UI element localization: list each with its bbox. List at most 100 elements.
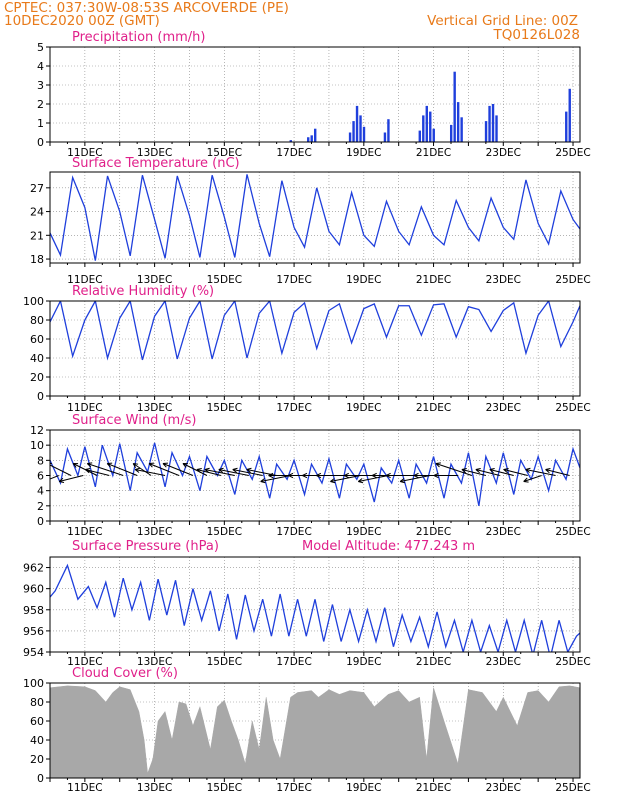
wind-vector — [218, 467, 249, 476]
x-tick-label: 25DEC — [555, 782, 590, 794]
wind-vector — [475, 467, 500, 476]
wind-vector — [344, 472, 375, 479]
y-tick-label: 4 — [37, 485, 44, 498]
x-tick-label: 25DEC — [555, 656, 590, 668]
y-tick-label: 100 — [23, 295, 44, 308]
x-tick-label: 15DEC — [207, 656, 242, 668]
panel-data — [289, 71, 571, 142]
precip-bar — [310, 135, 313, 142]
wind-vector — [86, 462, 124, 476]
wind-vector — [134, 467, 166, 476]
wind-vector — [50, 463, 72, 476]
wind-vector — [84, 467, 110, 476]
x-tick-label: 13DEC — [137, 656, 172, 668]
wind-vector — [232, 467, 263, 476]
header: CPTEC: 037:30W-08:53S ARCOVERDE (PE) 10D… — [4, 0, 580, 43]
x-tick-label: 11DEC — [67, 526, 102, 538]
y-tick-label: 956 — [23, 625, 44, 638]
x-tick-label: 11DEC — [67, 147, 102, 159]
precip-bar — [484, 121, 488, 142]
precip-bar — [456, 102, 460, 142]
panel-1: 0 1 2 3 4 5 11DEC 13DEC 15DEC 17DEC 19DEC 21DEC 23DE… — [37, 30, 591, 159]
y-tick-label: 24 — [30, 206, 44, 219]
x-tick-label: 25DEC — [555, 526, 590, 538]
x-tick-label: 25DEC — [555, 147, 590, 159]
y-tick-label: 80 — [30, 314, 44, 327]
x-tick-label: 23DEC — [486, 656, 521, 668]
x-tick-label: 15DEC — [207, 782, 242, 794]
wind-vector — [72, 463, 98, 476]
wind-vector — [50, 475, 59, 480]
precip-bar — [359, 115, 362, 142]
wind-vector — [148, 462, 180, 476]
precip-bar — [453, 71, 456, 142]
wind-vector — [260, 475, 291, 484]
x-tick-label: 15DEC — [207, 526, 242, 538]
precip-bar — [352, 121, 355, 142]
x-tick-label: 19DEC — [346, 402, 381, 414]
x-tick-label: 17DEC — [276, 526, 311, 538]
x-tick-label: 17DEC — [276, 782, 311, 794]
y-tick-label: 4 — [37, 60, 44, 73]
x-tick-label: 13DEC — [137, 526, 172, 538]
precip-bar — [432, 128, 435, 142]
precip-bar — [387, 119, 390, 142]
x-tick-label: 23DEC — [486, 274, 521, 286]
panel-title: Cloud Cover (%) — [72, 666, 178, 681]
wind-vector — [162, 462, 194, 476]
x-tick-label: 21DEC — [416, 402, 451, 414]
panel-data — [50, 563, 580, 652]
x-tick-label: 21DEC — [416, 656, 451, 668]
precip-bar — [425, 105, 428, 142]
y-tick-label: 2 — [37, 500, 44, 513]
precip-bar — [289, 140, 292, 142]
y-tick-label: 2 — [37, 98, 44, 111]
x-tick-label: 21DEC — [416, 147, 451, 159]
y-tick-label: 100 — [23, 677, 44, 690]
wind-vector — [58, 475, 84, 484]
precip-bar — [429, 111, 432, 142]
x-tick-label: 23DEC — [486, 526, 521, 538]
y-tick-label: 0 — [37, 390, 44, 403]
y-tick-label: 20 — [30, 753, 44, 766]
x-tick-label: 25DEC — [555, 274, 590, 286]
wind-vector — [196, 467, 221, 476]
y-tick-label: 960 — [23, 583, 44, 596]
x-tick-label: 13DEC — [137, 402, 172, 414]
station-line: CPTEC: 037:30W-08:53S ARCOVERDE (PE) — [4, 0, 289, 16]
x-tick-label: 15DEC — [207, 402, 242, 414]
y-tick-label: 60 — [30, 333, 44, 346]
x-tick-label: 21DEC — [416, 274, 451, 286]
panel-title: Surface Wind (m/s) — [72, 413, 196, 428]
panel-4: 0 2 4 6 8 10 12 11DEC 13DEC 15DEC 17DEC 19DEC 21DEC 2… — [30, 413, 591, 538]
precip-bar — [383, 132, 387, 142]
panel-3: 0 20 40 60 80 100 11DEC 13DEC 15DEC 17DEC 19DEC 21D… — [23, 284, 591, 414]
wind-vector — [246, 467, 277, 476]
y-tick-label: 40 — [30, 352, 44, 365]
panel-5: 954 956 958 960 962 11DEC 13DEC 15DEC 17DEC 19DEC… — [23, 539, 591, 668]
x-tick-label: 23DEC — [486, 402, 521, 414]
wind-vector — [182, 463, 208, 476]
panel-data — [50, 685, 580, 778]
panel-title: Relative Humidity (%) — [72, 284, 214, 299]
y-tick-label: 80 — [30, 696, 44, 709]
precip-bar — [449, 124, 453, 142]
x-tick-label: 13DEC — [137, 274, 172, 286]
grid-note: Vertical Grid Line: 00Z — [427, 13, 578, 29]
panel-frame — [49, 171, 581, 264]
panel-6: 0 20 40 60 80 100 11DEC 13DEC 15DEC 17DEC 19DEC 21D… — [23, 666, 591, 794]
panel-annotation: Model Altitude: 477.243 m — [302, 539, 475, 554]
panel-data — [50, 301, 580, 361]
x-tick-label: 23DEC — [486, 147, 521, 159]
x-tick-label: 11DEC — [67, 402, 102, 414]
precip-bar — [362, 126, 366, 142]
series-line — [50, 174, 580, 261]
y-tick-label: 962 — [23, 562, 44, 575]
y-tick-label: 958 — [23, 604, 44, 617]
x-tick-label: 15DEC — [207, 274, 242, 286]
y-tick-label: 40 — [30, 734, 44, 747]
panel-frame — [49, 556, 581, 653]
y-tick-label: 60 — [30, 715, 44, 728]
x-tick-label: 11DEC — [67, 274, 102, 286]
panel-data — [50, 174, 580, 261]
